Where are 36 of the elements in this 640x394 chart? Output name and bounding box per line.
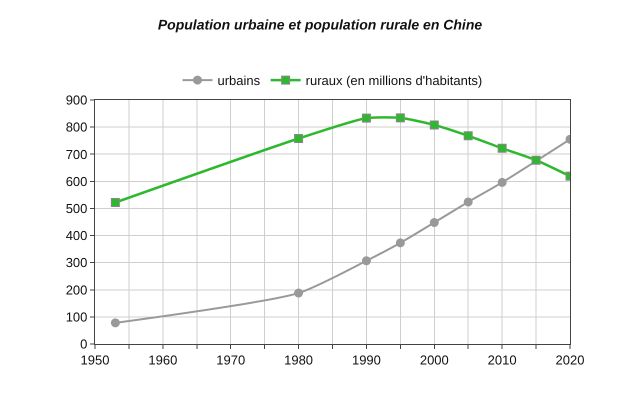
x-tick-label: 2000 bbox=[420, 352, 449, 368]
point bbox=[396, 113, 405, 122]
y-tick-label: 300 bbox=[66, 255, 88, 270]
y-tick-label: 100 bbox=[66, 309, 88, 324]
point bbox=[464, 131, 473, 140]
point bbox=[498, 144, 507, 153]
y-tick-label: 800 bbox=[66, 120, 88, 135]
point bbox=[110, 198, 120, 207]
point bbox=[430, 218, 439, 228]
point bbox=[532, 156, 541, 165]
point bbox=[294, 134, 304, 143]
x-tick-label: 1980 bbox=[284, 352, 314, 368]
x-tick-label: 1960 bbox=[148, 352, 178, 368]
point bbox=[110, 318, 120, 328]
y-tick-label: 700 bbox=[66, 146, 88, 162]
legend-label: ruraux (en millions d'habitants) bbox=[306, 73, 482, 88]
y-tick-label: 500 bbox=[66, 200, 88, 216]
point bbox=[498, 178, 507, 187]
y-tick-label: 600 bbox=[66, 174, 88, 189]
legend-label: urbains bbox=[218, 73, 261, 88]
point bbox=[464, 197, 473, 206]
x-tick-label: 1970 bbox=[216, 352, 246, 368]
x-tick-label: 1990 bbox=[352, 352, 381, 368]
point bbox=[294, 288, 304, 298]
point bbox=[362, 114, 371, 123]
chart-title: Population urbaine et population rurale en Chine bbox=[158, 16, 482, 32]
y-tick-label: 200 bbox=[66, 282, 88, 298]
y-tick-label: 400 bbox=[66, 228, 88, 244]
y-tick-label: 0 bbox=[80, 336, 88, 352]
y-tick-label: 900 bbox=[66, 92, 88, 108]
x-tick-label: 1950 bbox=[80, 352, 110, 368]
point bbox=[396, 238, 405, 248]
point bbox=[430, 120, 439, 130]
x-tick-label: 2020 bbox=[556, 352, 584, 368]
x-tick-label: 2010 bbox=[488, 352, 517, 368]
point bbox=[362, 256, 371, 266]
